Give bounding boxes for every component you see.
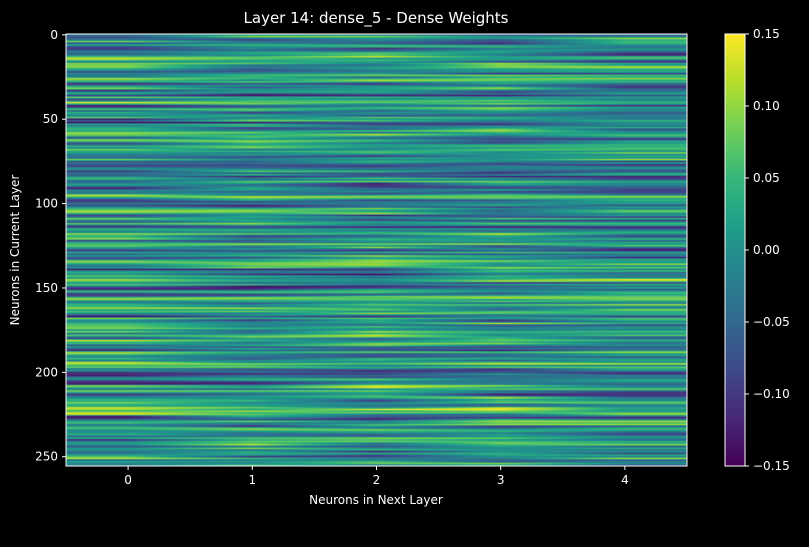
x-axis-ticks: 0 1 2 3 4 — [124, 466, 629, 487]
colorbar-tick-label: −0.10 — [753, 387, 790, 401]
y-tick-label: 200 — [35, 365, 58, 379]
heatmap-image — [66, 34, 687, 466]
x-tick-label: 2 — [373, 473, 381, 487]
colorbar-tick-label: −0.15 — [753, 459, 790, 473]
heatmap-plot-area — [65, 33, 688, 467]
y-axis-label: Neurons in Current Layer — [8, 175, 22, 326]
x-tick-label: 1 — [248, 473, 256, 487]
y-tick-label: 100 — [35, 197, 58, 211]
colorbar-ticks: 0.15 0.10 0.05 0.00 −0.05 −0.10 −0.15 — [745, 27, 790, 473]
colorbar-tick-label: 0.00 — [753, 243, 780, 257]
colorbar-tick-label: 0.10 — [753, 99, 780, 113]
colorbar-tick-label: −0.05 — [753, 315, 790, 329]
colorbar: 0.15 0.10 0.05 0.00 −0.05 −0.10 −0.15 — [724, 27, 790, 473]
chart-title: Layer 14: dense_5 - Dense Weights — [244, 9, 509, 28]
x-tick-label: 4 — [621, 473, 629, 487]
y-tick-label: 0 — [50, 28, 58, 42]
y-tick-label: 150 — [35, 281, 58, 295]
colorbar-tick-label: 0.15 — [753, 27, 780, 41]
y-tick-label: 250 — [35, 450, 58, 464]
colorbar-scale — [724, 33, 746, 467]
x-axis-label: Neurons in Next Layer — [309, 493, 443, 507]
x-tick-label: 3 — [497, 473, 505, 487]
y-axis-ticks: 0 50 100 150 200 250 — [35, 28, 66, 464]
colorbar-tick-label: 0.05 — [753, 171, 780, 185]
y-tick-label: 50 — [43, 112, 58, 126]
x-tick-label: 0 — [124, 473, 132, 487]
